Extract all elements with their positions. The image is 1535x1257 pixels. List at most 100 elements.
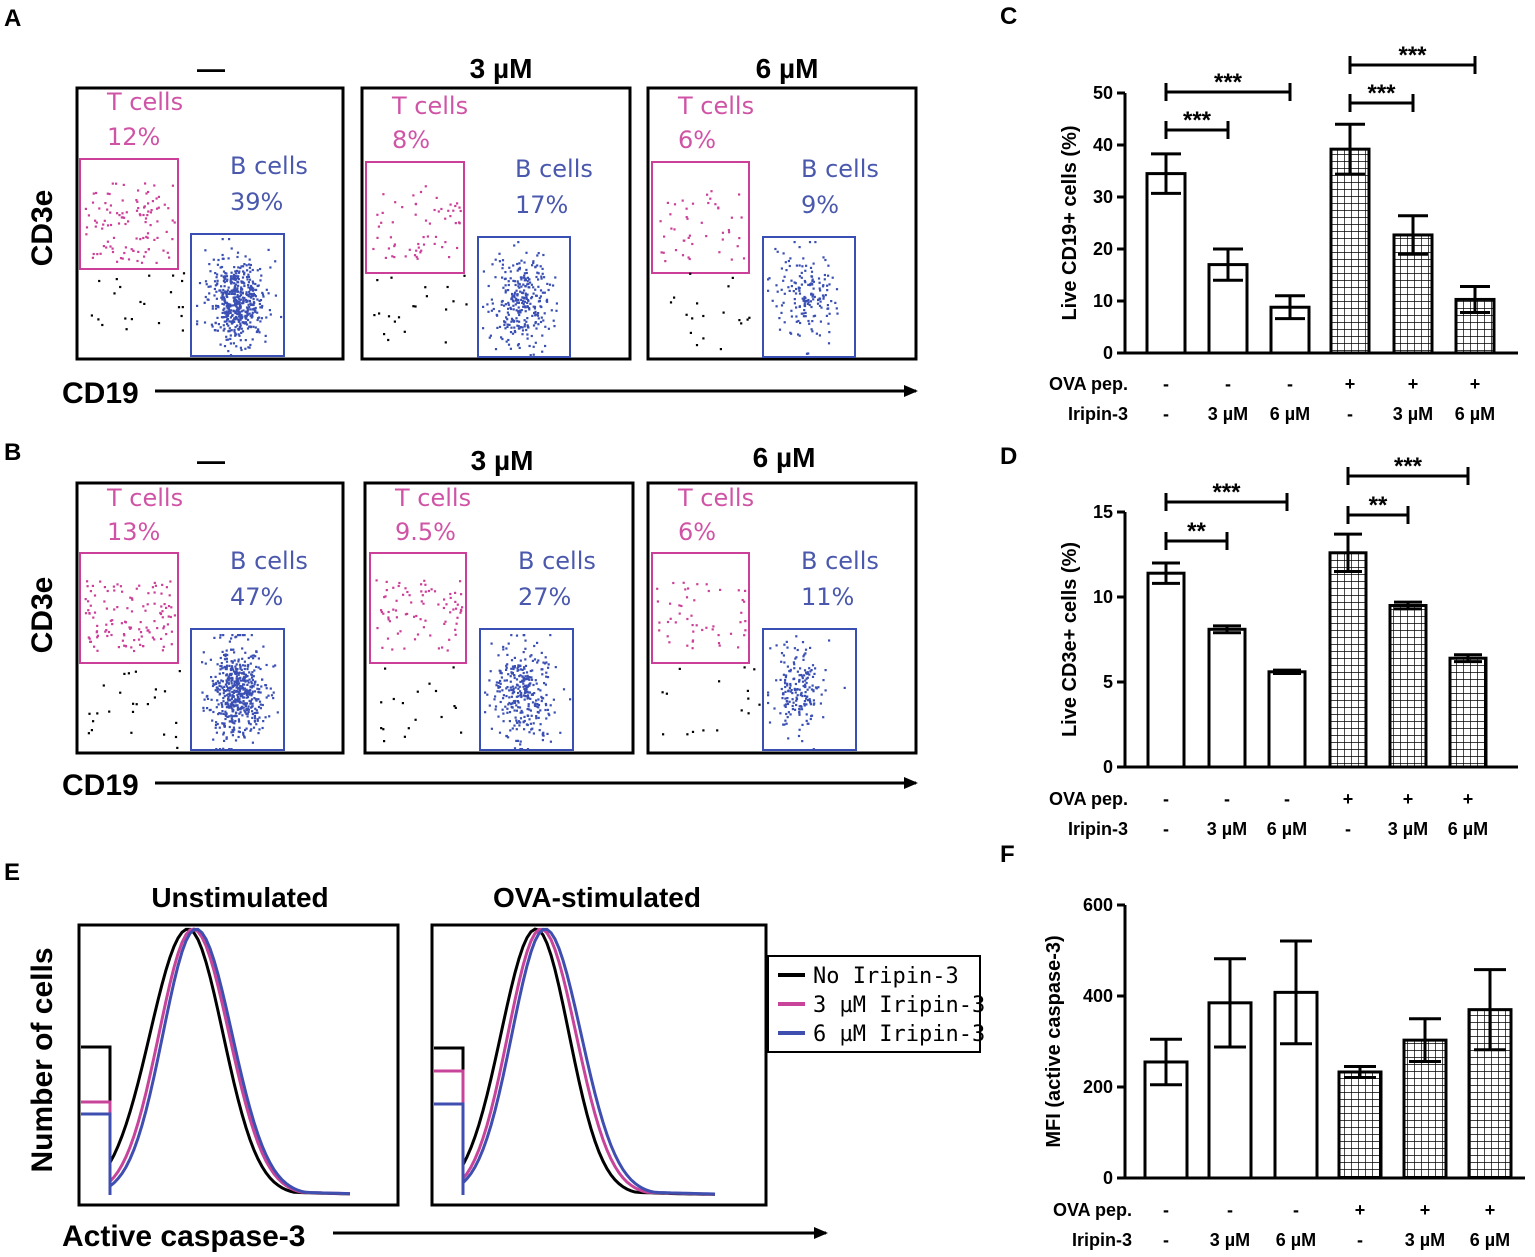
scatter-dot: [830, 300, 833, 303]
flow-a3-t-gate: [651, 161, 750, 274]
scatter-dot: [113, 589, 116, 592]
scatter-dot: [660, 251, 663, 254]
scatter-dot: [222, 270, 226, 273]
scatter-dot: [537, 323, 540, 326]
scatter-dot: [212, 682, 215, 685]
scatter-dot: [244, 680, 247, 683]
scatter-dot: [537, 317, 540, 320]
scatter-dot: [806, 695, 809, 698]
scatter-dot: [246, 690, 249, 694]
scatter-dot: [131, 710, 135, 713]
scatter-dot: [662, 251, 665, 254]
scatter-dot: [784, 697, 787, 700]
scatter-dot: [542, 253, 545, 257]
scatter-dot: [528, 731, 531, 734]
scatter-dot: [510, 634, 513, 637]
scatter-dot: [534, 704, 537, 707]
scatter-dot: [268, 309, 271, 312]
scatter-dot: [786, 702, 790, 706]
scatter-dot: [486, 693, 489, 696]
scatter-dot: [244, 347, 247, 350]
scatter-dot: [245, 693, 248, 696]
scatter-dot: [88, 612, 91, 615]
scatter-dot: [536, 314, 540, 317]
scatter-dot: [250, 316, 253, 319]
scatter-dot: [245, 291, 248, 294]
scatter-dot: [255, 665, 258, 668]
scatter-dot: [519, 690, 522, 693]
scatter-dot: [221, 238, 224, 241]
scatter-dot: [165, 606, 168, 609]
scatter-dot: [238, 730, 241, 734]
scatter-dot: [213, 287, 216, 291]
flow-a1-frame: [75, 86, 345, 361]
scatter-dot: [103, 586, 106, 589]
scatter-dot: [435, 196, 438, 199]
scatter-dot: [795, 264, 798, 267]
scatter-dot: [392, 697, 395, 701]
scatter-dot: [160, 605, 163, 608]
scatter-dot: [536, 264, 539, 267]
scatter-dot: [669, 301, 673, 304]
scatter-dot: [430, 588, 433, 591]
scatter-dot: [247, 303, 250, 306]
scatter-dot: [533, 644, 536, 648]
scatter-dot: [397, 584, 400, 588]
scatter-dot: [116, 606, 119, 609]
scatter-dot: [269, 313, 272, 316]
scatter-dot: [802, 257, 805, 260]
scatter-dot: [729, 632, 733, 635]
scatter-dot: [217, 258, 220, 262]
scatter-dot: [133, 649, 136, 653]
scatter-dot: [696, 583, 699, 586]
condition-iripin: 6 µM: [1455, 404, 1495, 424]
scatter-dot: [234, 704, 237, 707]
scatter-dot: [244, 705, 248, 708]
scatter-dot: [225, 275, 229, 278]
scatter-dot: [257, 698, 260, 701]
scatter-dot: [248, 325, 251, 328]
scatter-dot: [228, 330, 231, 333]
scatter-dot: [237, 284, 240, 287]
scatter-dot: [670, 227, 673, 230]
scatter-dot: [525, 320, 528, 323]
scatter-dot: [216, 279, 219, 282]
scatter-dot: [523, 719, 526, 723]
bar: [1402, 1038, 1448, 1180]
scatter-dot: [538, 297, 541, 300]
scatter-dot: [541, 350, 544, 353]
scatter-dot: [147, 592, 150, 595]
scatter-dot: [810, 669, 813, 672]
scatter-dot: [526, 674, 529, 677]
scatter-dot: [222, 697, 225, 700]
scatter-dot: [234, 302, 237, 305]
scatter-dot: [121, 639, 124, 642]
flow-b1-t-label: T cells: [106, 484, 183, 512]
scatter-dot: [86, 585, 89, 588]
scatter-dot: [217, 703, 220, 706]
scatter-dot: [798, 711, 801, 714]
scatter-dot: [482, 305, 485, 308]
scatter-dot: [224, 713, 227, 716]
scatter-dot: [808, 284, 812, 287]
scatter-dot: [525, 328, 528, 332]
scatter-dot: [552, 284, 555, 287]
scatter-dot: [243, 282, 246, 285]
scatter-dot: [526, 337, 529, 340]
scatter-dot: [524, 647, 527, 650]
row-label-ova: OVA pep.: [1053, 1200, 1132, 1220]
scatter-dot: [526, 696, 529, 699]
scatter-dot: [427, 589, 430, 593]
scatter-dot: [782, 301, 785, 304]
scatter-dot: [237, 735, 240, 739]
scatter-dot: [501, 267, 504, 270]
scatter-dot: [537, 312, 540, 315]
scatter-dot: [196, 323, 199, 326]
scatter-dot: [256, 284, 259, 288]
scatter-dot: [231, 721, 234, 724]
scatter-dot: [120, 622, 123, 625]
scatter-dot: [242, 733, 245, 736]
scatter-dot: [162, 249, 165, 252]
scatter-dot: [230, 682, 233, 685]
scatter-dot: [138, 584, 141, 587]
